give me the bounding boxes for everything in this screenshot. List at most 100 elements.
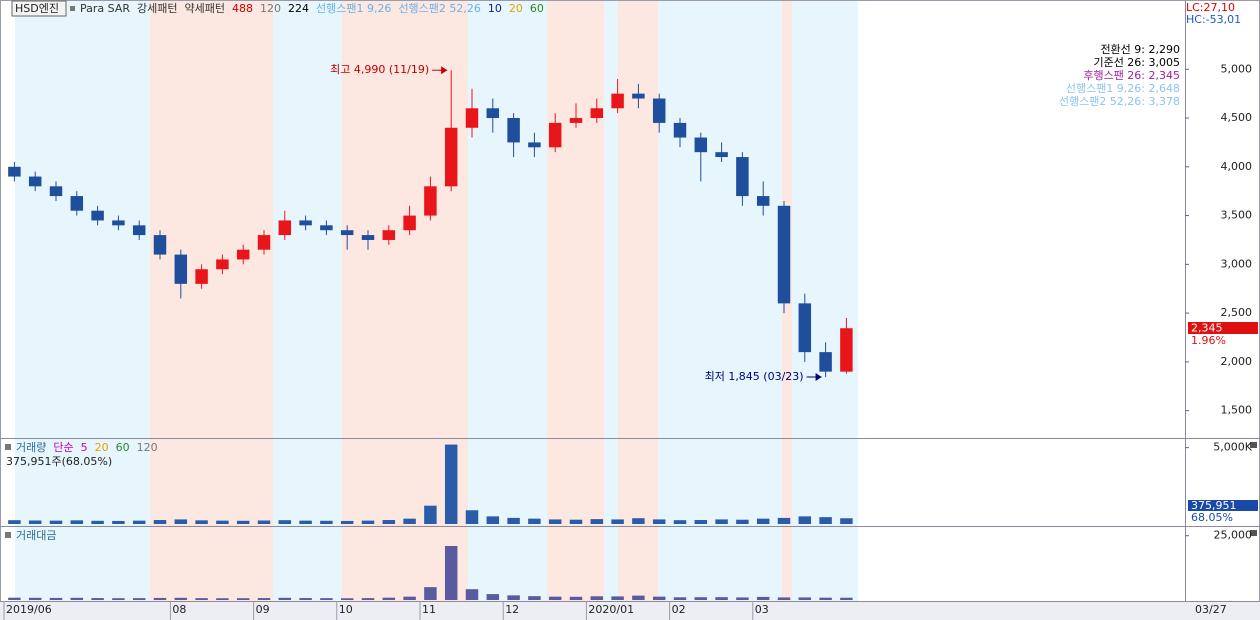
bar bbox=[216, 598, 229, 600]
bar bbox=[195, 520, 208, 524]
bar bbox=[257, 520, 271, 524]
bar bbox=[382, 597, 396, 600]
panel-title: 거래대금 bbox=[16, 529, 56, 542]
bar bbox=[278, 597, 292, 600]
bar bbox=[382, 520, 396, 524]
bar bbox=[673, 597, 687, 600]
bar bbox=[590, 519, 604, 524]
candle-body bbox=[257, 235, 271, 250]
candle-body bbox=[49, 186, 63, 197]
legend-item: 488 bbox=[232, 2, 253, 15]
candle-body bbox=[132, 225, 146, 236]
candle-body bbox=[424, 186, 437, 216]
indicator-info: 후행스팬 26: 2,345 bbox=[1083, 69, 1180, 82]
panel-button[interactable] bbox=[1250, 442, 1257, 448]
candle-body bbox=[694, 137, 708, 153]
bar bbox=[424, 505, 437, 524]
bar bbox=[652, 519, 666, 524]
bar bbox=[112, 598, 125, 600]
bar bbox=[819, 597, 832, 600]
candle-body bbox=[632, 93, 645, 99]
bar bbox=[736, 597, 749, 600]
candle-body bbox=[444, 127, 458, 187]
bar bbox=[840, 518, 853, 524]
bar bbox=[756, 518, 770, 524]
bar bbox=[195, 598, 208, 600]
bar bbox=[299, 598, 312, 600]
x-tick-label: 2020/01 bbox=[588, 603, 634, 616]
bar bbox=[611, 519, 624, 524]
bar bbox=[590, 596, 604, 600]
candle-body bbox=[590, 108, 604, 119]
bar bbox=[49, 520, 63, 524]
bar bbox=[216, 520, 229, 524]
bar bbox=[611, 596, 624, 600]
candle-body bbox=[112, 220, 125, 226]
y-tick-label: 2,500 bbox=[1221, 306, 1253, 319]
bar bbox=[8, 520, 21, 524]
x-tick-label: 02 bbox=[672, 603, 686, 616]
bar bbox=[673, 520, 687, 524]
panel-subtitle: 375,951주(68.05%) bbox=[6, 455, 112, 468]
annotation-arrowhead bbox=[441, 66, 448, 75]
bar bbox=[548, 596, 562, 600]
bar bbox=[236, 520, 250, 524]
stock-name[interactable]: HSD엔진 bbox=[15, 2, 59, 15]
y-tick-label: 1,500 bbox=[1221, 404, 1253, 417]
panel-icon bbox=[5, 532, 11, 538]
bar bbox=[174, 597, 188, 600]
stock-name-box[interactable] bbox=[11, 0, 67, 17]
bar bbox=[153, 520, 167, 524]
candle-body bbox=[798, 303, 812, 353]
candle-body bbox=[652, 98, 666, 123]
y-tick-label: 25,000 bbox=[1214, 529, 1253, 542]
bar bbox=[507, 595, 520, 600]
y-tick-label: 5,000K bbox=[1213, 441, 1252, 454]
panel-icon bbox=[5, 444, 11, 450]
x-tick-label: 03 bbox=[755, 603, 769, 616]
bar bbox=[91, 520, 104, 524]
bar bbox=[28, 597, 42, 600]
panel-legend-item: 60 bbox=[116, 441, 130, 454]
candle-body bbox=[569, 118, 583, 123]
legend-item: 약세패턴 bbox=[184, 1, 224, 15]
candle-body bbox=[278, 220, 292, 236]
bar bbox=[132, 520, 146, 524]
x-tick-label: 09 bbox=[256, 603, 270, 616]
bar bbox=[652, 596, 666, 600]
date-bar bbox=[0, 601, 1260, 620]
legend-item: 120 bbox=[260, 2, 281, 15]
bar bbox=[91, 598, 104, 600]
hc: HC:-53,01 bbox=[1186, 13, 1241, 26]
x-tick-label: 08 bbox=[172, 603, 186, 616]
background-bands bbox=[15, 0, 858, 601]
indicator-info: 선행스팬2 52,26: 3,378 bbox=[1059, 95, 1180, 108]
bar bbox=[112, 520, 125, 524]
bar bbox=[569, 519, 583, 524]
price-marker bbox=[1188, 322, 1258, 334]
legend-item: Para SAR bbox=[80, 2, 130, 15]
y-tick-label: 4,000 bbox=[1221, 160, 1253, 173]
y-tick-label: 3,500 bbox=[1221, 209, 1253, 222]
bar bbox=[278, 520, 292, 524]
candle-body bbox=[28, 176, 42, 187]
panel-legend-item: 120 bbox=[137, 441, 158, 454]
bar bbox=[465, 510, 479, 524]
candle-body bbox=[8, 166, 21, 177]
bar bbox=[486, 516, 500, 524]
candle-body bbox=[507, 118, 520, 143]
last-date: 03/27 bbox=[1195, 603, 1227, 616]
bar bbox=[444, 444, 458, 524]
indicator-info: 선행스팬1 9,26: 2,648 bbox=[1066, 82, 1180, 95]
bar bbox=[257, 598, 271, 600]
indicator-info: 기준선 26: 3,005 bbox=[1093, 56, 1180, 69]
candle-body bbox=[361, 235, 375, 240]
x-tick-label: 11 bbox=[422, 603, 436, 616]
indicator-info: 전환선 9: 2,290 bbox=[1100, 43, 1180, 56]
bar bbox=[694, 597, 708, 600]
annotation-arrowhead bbox=[815, 373, 822, 382]
legend-item: 10 bbox=[488, 2, 502, 15]
panel-button[interactable] bbox=[1250, 530, 1257, 536]
y-tick-label: 2,000 bbox=[1221, 355, 1253, 368]
